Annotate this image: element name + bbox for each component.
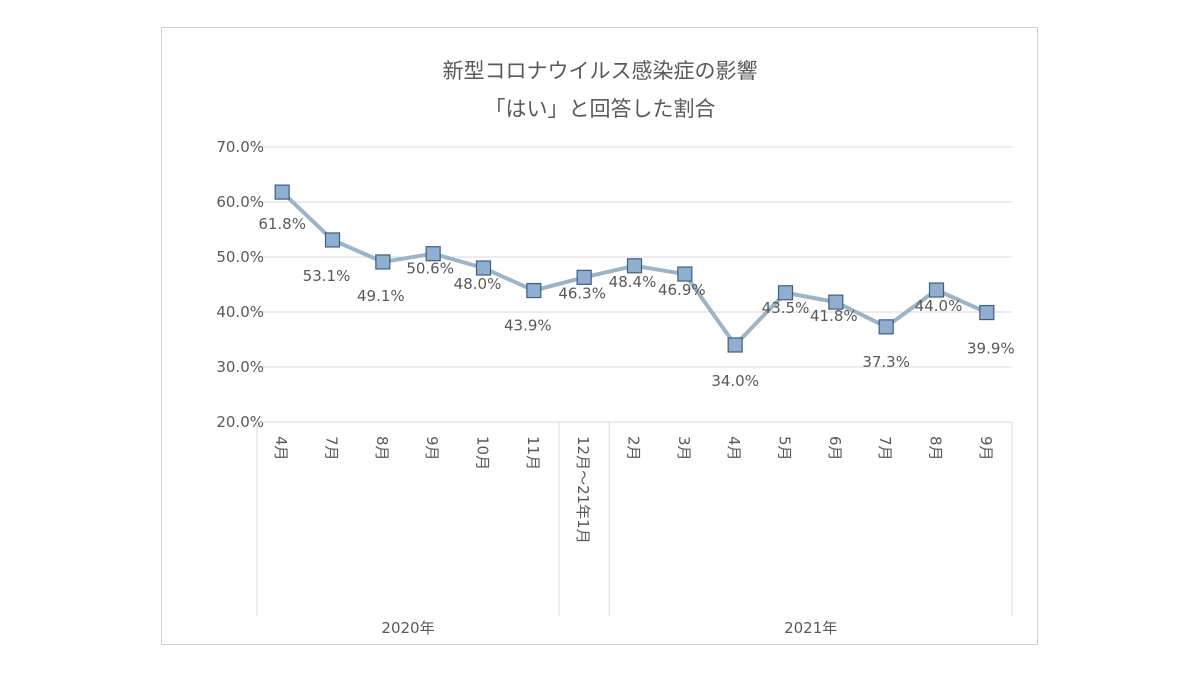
data-point-marker <box>878 319 894 335</box>
data-point-marker <box>526 282 542 299</box>
data-point-marker <box>324 232 341 248</box>
data-label: 48.0% <box>454 275 502 293</box>
y-tick-label: 40.0% <box>216 303 264 321</box>
data-label: 43.5% <box>762 299 810 317</box>
x-tick-label: 10月 <box>474 436 492 470</box>
x-tick-label: 4月 <box>725 436 743 461</box>
data-label: 39.9% <box>967 340 1015 358</box>
x-group-label: 2021年 <box>784 619 837 637</box>
y-tick-label: 20.0% <box>216 413 264 431</box>
data-point-marker <box>425 246 441 262</box>
data-label: 49.1% <box>357 287 405 305</box>
x-tick-label: 8月 <box>373 436 391 461</box>
data-label: 53.1% <box>303 267 351 285</box>
data-label: 37.3% <box>862 353 910 371</box>
x-group-label: 2020年 <box>381 619 434 637</box>
x-tick-label: 2月 <box>625 436 643 461</box>
chart-title: 新型コロナウイルス感染症の影響「はい」と回答した割合 <box>443 59 758 121</box>
y-tick-label: 50.0% <box>216 248 264 266</box>
chart-title-line: 「はい」と回答した割合 <box>485 97 716 121</box>
data-point-marker <box>375 254 391 270</box>
x-tick-label: 12月～21年1月 <box>574 436 592 544</box>
data-point-marker <box>576 269 592 285</box>
data-point-marker <box>828 294 844 310</box>
data-label: 46.9% <box>658 281 706 299</box>
data-label: 44.0% <box>915 297 963 315</box>
data-label: 61.8% <box>258 215 306 233</box>
data-point-marker <box>777 285 794 301</box>
x-tick-label: 4月 <box>272 436 290 461</box>
x-tick-label: 9月 <box>977 436 995 461</box>
x-tick-label: 9月 <box>423 436 441 461</box>
data-label: 46.3% <box>558 284 606 302</box>
data-point-marker <box>677 266 693 282</box>
data-labels: 61.8% 53.1% 49.1%50.6%48.0% 43.9% 46.3%48.4%… <box>258 215 1014 390</box>
data-label: 41.8% <box>810 307 858 325</box>
x-tick-label: 11月 <box>524 436 542 470</box>
data-point-marker <box>727 337 743 353</box>
data-point-marker <box>626 258 643 274</box>
chart-title-line: 新型コロナウイルス感染症の影響 <box>443 59 758 83</box>
x-tick-label: 8月 <box>927 436 945 461</box>
data-label: 50.6% <box>406 260 454 278</box>
y-axis-ticks: 70.0% 60.0% 50.0% 40.0% 30.0% 20.0% <box>216 138 264 431</box>
data-label: 48.4% <box>609 273 657 291</box>
chart-svg: 新型コロナウイルス感染症の影響「はい」と回答した割合 70.0% 60.0% 50.… <box>216 59 1014 637</box>
data-point-marker <box>979 304 995 321</box>
series-markers <box>274 184 995 353</box>
y-tick-label: 70.0% <box>216 138 264 156</box>
x-tick-label: 5月 <box>776 436 794 461</box>
x-axis: 2020年 2021年 4月 7月 8月 9月 10月 11月 12月～21年1月 2月 3月 4月 5… <box>256 421 1013 637</box>
x-tick-label: 3月 <box>675 436 693 461</box>
data-label: 43.9% <box>504 317 552 335</box>
x-tick-label: 6月 <box>826 436 844 461</box>
x-tick-label: 7月 <box>876 436 894 461</box>
data-label: 34.0% <box>711 372 759 390</box>
data-point-marker <box>274 184 290 200</box>
data-point-marker <box>928 282 945 298</box>
y-tick-label: 30.0% <box>216 358 264 376</box>
x-tick-label: 7月 <box>323 436 341 461</box>
data-point-marker <box>475 260 492 276</box>
chart-frame: 新型コロナウイルス感染症の影響 「はい」と回答した割合 70.0% 60.0% 50.… <box>161 27 1038 645</box>
y-tick-label: 60.0% <box>216 193 264 211</box>
